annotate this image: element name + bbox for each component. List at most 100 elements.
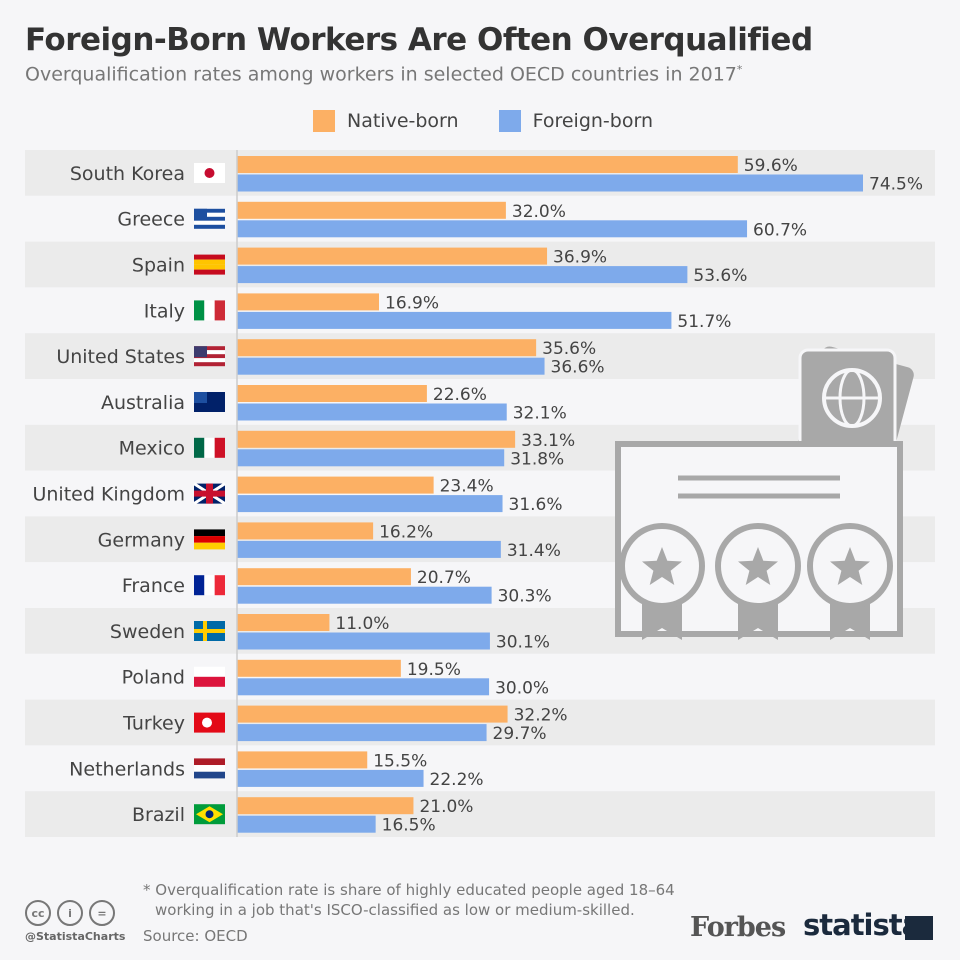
flag-icon [194, 804, 225, 825]
bar-native [237, 522, 374, 540]
flag-icon [194, 392, 225, 412]
statista-logo-mark [905, 916, 933, 940]
bar-native [237, 430, 516, 448]
flag-icon [194, 163, 225, 183]
data-label: 22.6% [433, 385, 487, 405]
data-label: 32.1% [513, 404, 567, 424]
data-label: 31.6% [509, 495, 563, 515]
category-label: France [122, 575, 185, 597]
legend-label-foreign: Foreign-born [532, 110, 653, 132]
flag-icon [194, 346, 225, 367]
chart-subtitle: Overqualification rates among workers in… [25, 63, 742, 85]
bar-foreign [237, 769, 424, 787]
legend-swatch-native [313, 110, 335, 132]
data-label: 74.5% [869, 175, 923, 195]
bar-foreign [237, 678, 490, 696]
forbes-logo: Forbes [690, 912, 786, 943]
bar-foreign [237, 449, 505, 467]
bar-native [237, 201, 506, 219]
bar-foreign [237, 357, 545, 375]
bar-native [237, 476, 434, 494]
data-label: 30.3% [498, 587, 552, 607]
category-label: Turkey [122, 713, 185, 735]
legend-item-native: Native-born [313, 110, 459, 132]
category-label: Greece [117, 209, 185, 231]
flag-icon [194, 254, 225, 275]
bar-foreign [237, 266, 688, 284]
row-background [25, 745, 935, 792]
subtitle-text: Overqualification rates among workers in… [25, 63, 737, 86]
data-label: 30.0% [495, 678, 549, 698]
bar-foreign [237, 403, 507, 421]
flag-icon [194, 621, 225, 641]
data-label: 31.8% [510, 449, 564, 469]
bar-native [237, 614, 330, 631]
data-label: 53.6% [693, 266, 747, 286]
star-icon [642, 547, 682, 585]
bar-foreign [237, 540, 501, 558]
category-label: South Korea [70, 163, 185, 185]
data-label: 16.9% [385, 293, 439, 313]
bar-foreign [237, 724, 487, 742]
star-icon [738, 547, 778, 585]
flag-icon [194, 529, 225, 550]
flag-icon [194, 300, 225, 321]
category-label: Poland [122, 667, 185, 689]
legend: Native-born Foreign-born [313, 110, 653, 132]
bar-native [237, 705, 508, 723]
legend-item-foreign: Foreign-born [498, 110, 653, 132]
data-label: 20.7% [417, 568, 471, 588]
footnote: * Overqualification rate is share of hig… [143, 880, 675, 920]
row-background [25, 791, 935, 837]
bar-native [237, 797, 414, 815]
bar-foreign [237, 495, 503, 513]
data-label: 22.2% [430, 770, 484, 790]
data-label: 29.7% [493, 724, 547, 744]
statista-logo: statista [803, 908, 921, 942]
bar-foreign [237, 311, 672, 329]
category-label: Mexico [119, 438, 185, 460]
bar-foreign [237, 586, 492, 604]
statista-handle: @StatistaCharts [25, 930, 126, 943]
flag-icon [194, 712, 225, 733]
category-label: Italy [144, 300, 185, 322]
bar-foreign [237, 220, 748, 238]
data-label: 36.9% [553, 248, 607, 268]
category-label: Netherlands [69, 758, 185, 780]
data-label: 33.1% [521, 431, 575, 451]
data-label: 11.0% [335, 614, 389, 634]
bar-foreign [237, 815, 376, 833]
legend-label-native: Native-born [347, 110, 459, 132]
category-label: Brazil [132, 804, 185, 826]
category-label: Sweden [110, 621, 185, 643]
passport-certificate-illustration [615, 346, 914, 640]
category-label: United Kingdom [32, 484, 185, 506]
subtitle-asterisk: * [736, 63, 743, 76]
source: Source: OECD [143, 927, 248, 945]
data-label: 19.5% [407, 660, 461, 680]
bar-native [237, 659, 401, 677]
data-label: 51.7% [677, 312, 731, 332]
flag-icon [194, 666, 225, 687]
data-label: 36.6% [551, 358, 605, 378]
footnote-line-2: working in a job that's ISCO-classified … [155, 901, 635, 919]
data-label: 35.6% [542, 339, 596, 359]
cc-icon: cc [25, 900, 51, 926]
category-label: United States [56, 346, 185, 368]
flag-icon [194, 437, 225, 458]
chart-title: Foreign-Born Workers Are Often Overquali… [25, 22, 813, 58]
bar-native [237, 293, 380, 311]
no-derivatives-icon: = [89, 900, 115, 926]
data-label: 31.4% [507, 541, 561, 561]
attribution-icon: i [57, 900, 83, 926]
flag-icon [194, 208, 225, 229]
flag-icon [194, 575, 225, 596]
category-label: Australia [101, 392, 185, 414]
bar-foreign [237, 174, 863, 192]
data-label: 15.5% [373, 751, 427, 771]
data-label: 16.5% [382, 816, 436, 836]
data-label: 23.4% [440, 477, 494, 497]
bar-native [237, 568, 411, 586]
data-label: 32.0% [512, 202, 566, 222]
